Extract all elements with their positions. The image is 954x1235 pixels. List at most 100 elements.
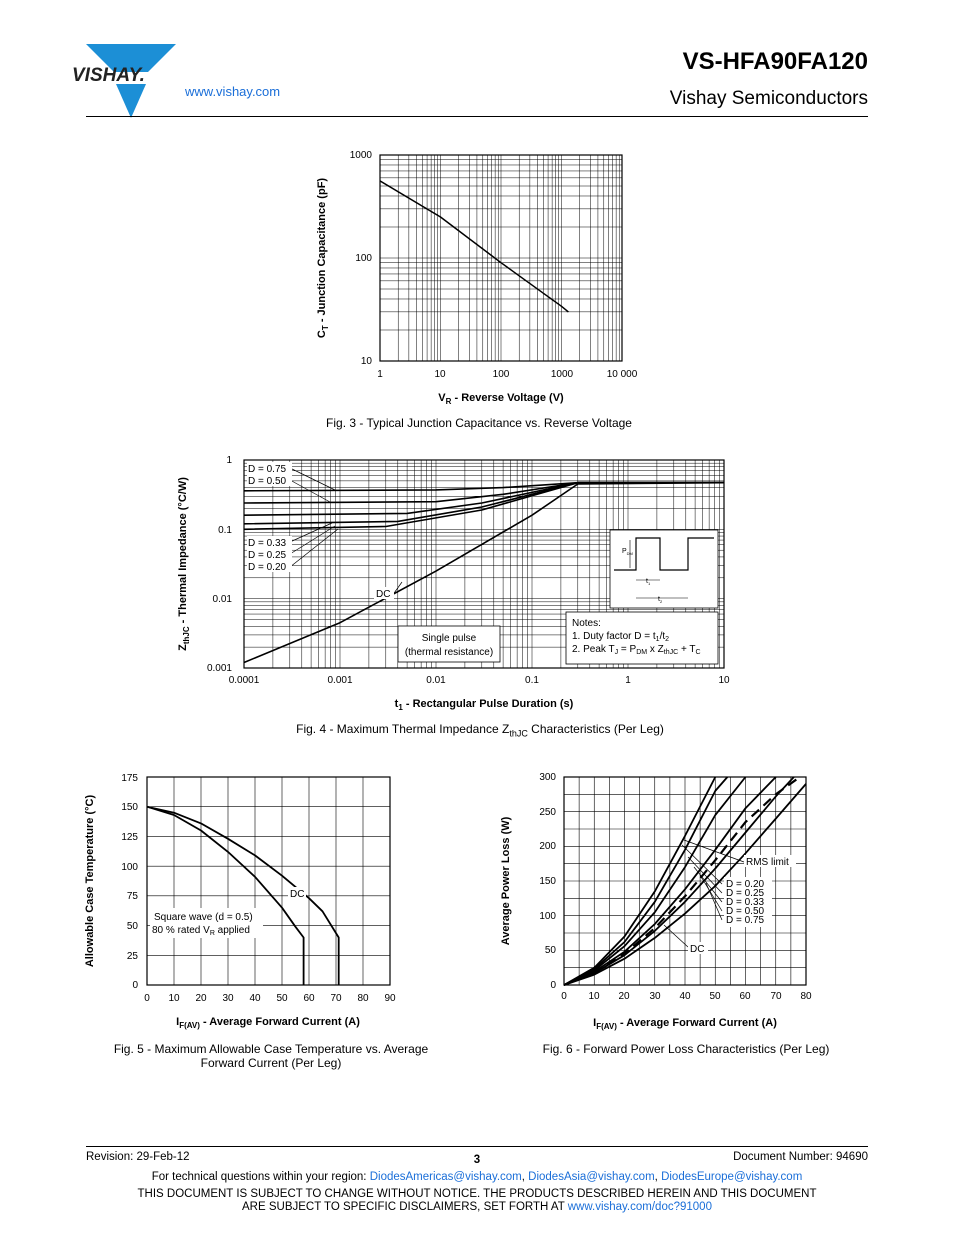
fig5-xtick: 80 [357,993,369,1004]
fig4-xtick: 0.01 [426,675,446,686]
fig6-ytick: 150 [539,876,556,887]
fig5-ytick: 25 [127,951,139,962]
fig6-xtick: 30 [649,991,661,1002]
fig4-ytick: 0.001 [207,663,232,674]
fig6-label-leaders [663,839,745,948]
email-americas-link[interactable]: DiodesAmericas@vishay.com [369,1171,522,1183]
fig4-curve-dc [243,481,725,664]
fig6-ytick: 300 [539,772,556,783]
fig4-xtick: 10 [718,675,730,686]
fig6-ytick: 100 [539,911,556,922]
fig5-dc-label: DC [290,889,304,900]
fig4-ytick: 1 [226,455,232,466]
fig3-data [379,180,569,313]
fig5-ytick: 150 [121,802,138,813]
fig4-xtick: 1 [625,675,631,686]
svg-text:t1: t1 [646,578,651,586]
fig5-ytick: 125 [121,832,138,843]
email-asia-link[interactable]: DiodesAsia@vishay.com [528,1171,655,1183]
fig6-curve-rms-limit [563,776,801,987]
fig6-xlabel: IF(AV) - Average Forward Current (A) [593,1017,777,1031]
header-divider [86,116,868,117]
fig5-xtick: 10 [168,993,180,1004]
fig6-curve-d-0-33 [563,776,747,986]
fig4-xlabel: t1 - Rectangular Pulse Duration (s) [395,698,574,712]
fig5-xlabel: IF(AV) - Average Forward Current (A) [176,1016,360,1030]
fig4-xtick: 0.0001 [229,675,260,686]
fig3-ylabel: CT - Junction Capacitance (pF) [316,178,330,338]
fig4-xtick: 0.1 [525,675,539,686]
fig6-caption: Fig. 6 - Forward Power Loss Characterist… [542,1042,830,1056]
fig6-dc-label: DC [690,944,704,955]
fig6-curve-label: D = 0.33 [726,897,765,908]
fig3-xtick: 1000 [551,369,574,380]
fig6-ytick: 0 [550,980,556,991]
fig6-xtick: 50 [709,991,721,1002]
fig5-chart: Square wave (d = 0.5) 80 % rated VR appl… [84,773,396,1030]
fig3-xtick: 10 000 [607,369,638,380]
fig4-plot-frame [243,459,725,669]
fig5-xtick: 90 [384,993,396,1004]
revision: Revision: 29-Feb-12 [86,1151,190,1163]
fig4-pulse-inset: PDM t1 t2 [609,529,719,609]
fig4-curve-label: DC [376,589,390,600]
fig5-plot-frame [146,776,391,986]
fig6-chart: RMS limit D = 0.20 D = 0.25 D = 0.33 D =… [500,772,812,1031]
fig3-caption: Fig. 3 - Typical Junction Capacitance vs… [326,416,632,430]
fig6-data [563,776,807,987]
fig3-xlabel: VR - Reverse Voltage (V) [438,392,564,406]
fig6-plot-frame [563,776,807,986]
fig4-notes-box: Notes: 1. Duty factor D = t1/t2 2. Peak … [565,611,719,665]
svg-text:2. Peak TJ = PDM x ZthJC + TC: 2. Peak TJ = PDM x ZthJC + TC [572,644,701,656]
svg-text:Notes:: Notes: [572,618,601,629]
fig3-ytick: 10 [361,356,373,367]
fig4-xtick: 0.001 [327,675,352,686]
fig6-xtick: 10 [588,991,600,1002]
fig6-xtick: 40 [679,991,691,1002]
fig6-xtick: 60 [739,991,751,1002]
fig5-xtick: 40 [249,993,261,1004]
fig3-xtick: 10 [434,369,446,380]
fig5-curve-dc [146,805,340,985]
fig6-curve-label: D = 0.50 [726,906,765,917]
fig4-curve-label: D = 0.25 [248,550,287,561]
svg-text:t2: t2 [658,596,663,604]
fig6-curve-d-0-25 [563,776,729,986]
fig4-ytick: 0.01 [213,594,233,605]
fig6-curve-dc [563,783,807,986]
fig4-single-pulse-box: Single pulse (thermal resistance) [397,625,501,663]
fig5-ytick: 50 [127,921,139,932]
fig6-curve-label: D = 0.25 [726,888,765,899]
fig4-caption: Fig. 4 - Maximum Thermal Impedance ZthJC… [296,722,664,739]
fig3-ytick: 1000 [350,150,373,161]
company-name: Vishay Semiconductors [669,88,868,109]
disclaimer-link[interactable]: www.vishay.com/doc?91000 [567,1201,712,1213]
fig6-curve-label: D = 0.20 [726,879,765,890]
fig5-curve-square-wave-d-0-5 [146,805,305,985]
fig3-plot-frame [379,154,623,362]
fig5-xtick: 60 [303,993,315,1004]
fig6-ylabel: Average Power Loss (W) [500,816,512,945]
vishay-website-link[interactable]: www.vishay.com [185,84,281,99]
fig4-curve-label: D = 0.33 [248,538,287,549]
svg-text:Square wave (d = 0.5): Square wave (d = 0.5) [154,912,253,923]
fig3-xtick: 100 [493,369,510,380]
fig5-ytick: 175 [121,773,138,784]
fig5-xtick: 0 [144,993,150,1004]
fig5-ylabel: Allowable Case Temperature (°C) [84,795,96,968]
contact-line: For technical questions within your regi… [151,1171,803,1183]
fig5-ytick: 0 [132,980,138,991]
vishay-logo: VISHAY. [72,44,176,118]
fig5-xtick: 50 [276,993,288,1004]
fig6-curve-d-0-75 [563,776,795,986]
fig3-chart: 1000 100 10 1 10 100 1000 10 000 VR - Re… [316,150,638,406]
fig6-xtick: 70 [770,991,782,1002]
fig6-ytick: 50 [545,945,557,956]
email-europe-link[interactable]: DiodesEurope@vishay.com [661,1171,803,1183]
fig4-ylabel: ZthJC - Thermal Impedance (°C/W) [177,477,191,651]
fig4-grid [244,460,724,668]
fig4-curve-label: D = 0.20 [248,562,287,573]
fig5-xtick: 70 [330,993,342,1004]
fig4-curve-label: D = 0.50 [248,476,287,487]
document-number: Document Number: 94690 [733,1151,868,1163]
